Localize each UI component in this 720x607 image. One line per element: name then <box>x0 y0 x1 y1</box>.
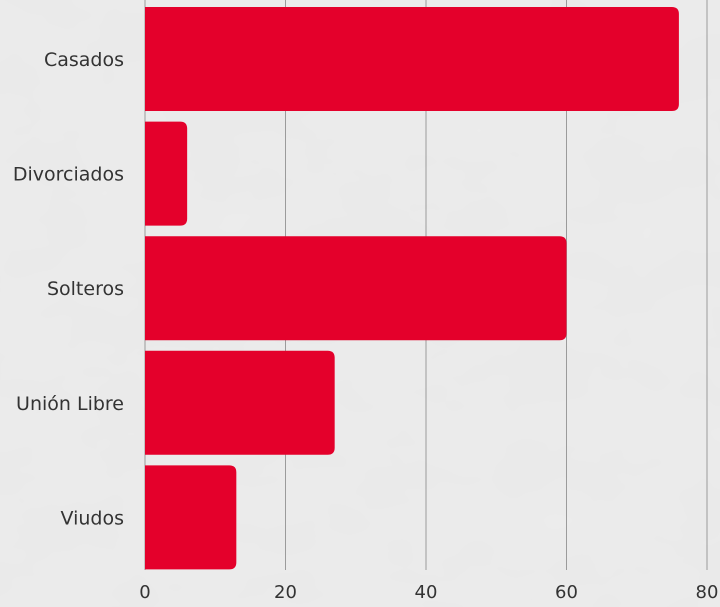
x-tick-label: 0 <box>139 582 150 603</box>
category-label: Divorciados <box>13 164 124 186</box>
bar-divorciados <box>145 121 188 226</box>
category-labels: Casados Divorciados Solteros Unión Libre Viu… <box>13 49 124 529</box>
x-axis-tick-labels: 0 20 40 60 80 <box>139 582 718 603</box>
bar-casados <box>145 7 679 111</box>
x-tick-label: 40 <box>415 582 438 603</box>
x-tick-label: 80 <box>696 582 719 603</box>
bar-viudos <box>145 465 237 570</box>
bar-solteros <box>145 236 567 341</box>
x-tick-label: 60 <box>555 582 578 603</box>
category-label: Solteros <box>47 278 124 300</box>
category-label: Viudos <box>61 507 125 529</box>
category-label: Casados <box>44 49 124 71</box>
category-label: Unión Libre <box>16 393 124 415</box>
bar-unión-libre <box>145 350 335 455</box>
bars <box>145 7 679 570</box>
x-tick-label: 20 <box>274 582 297 603</box>
